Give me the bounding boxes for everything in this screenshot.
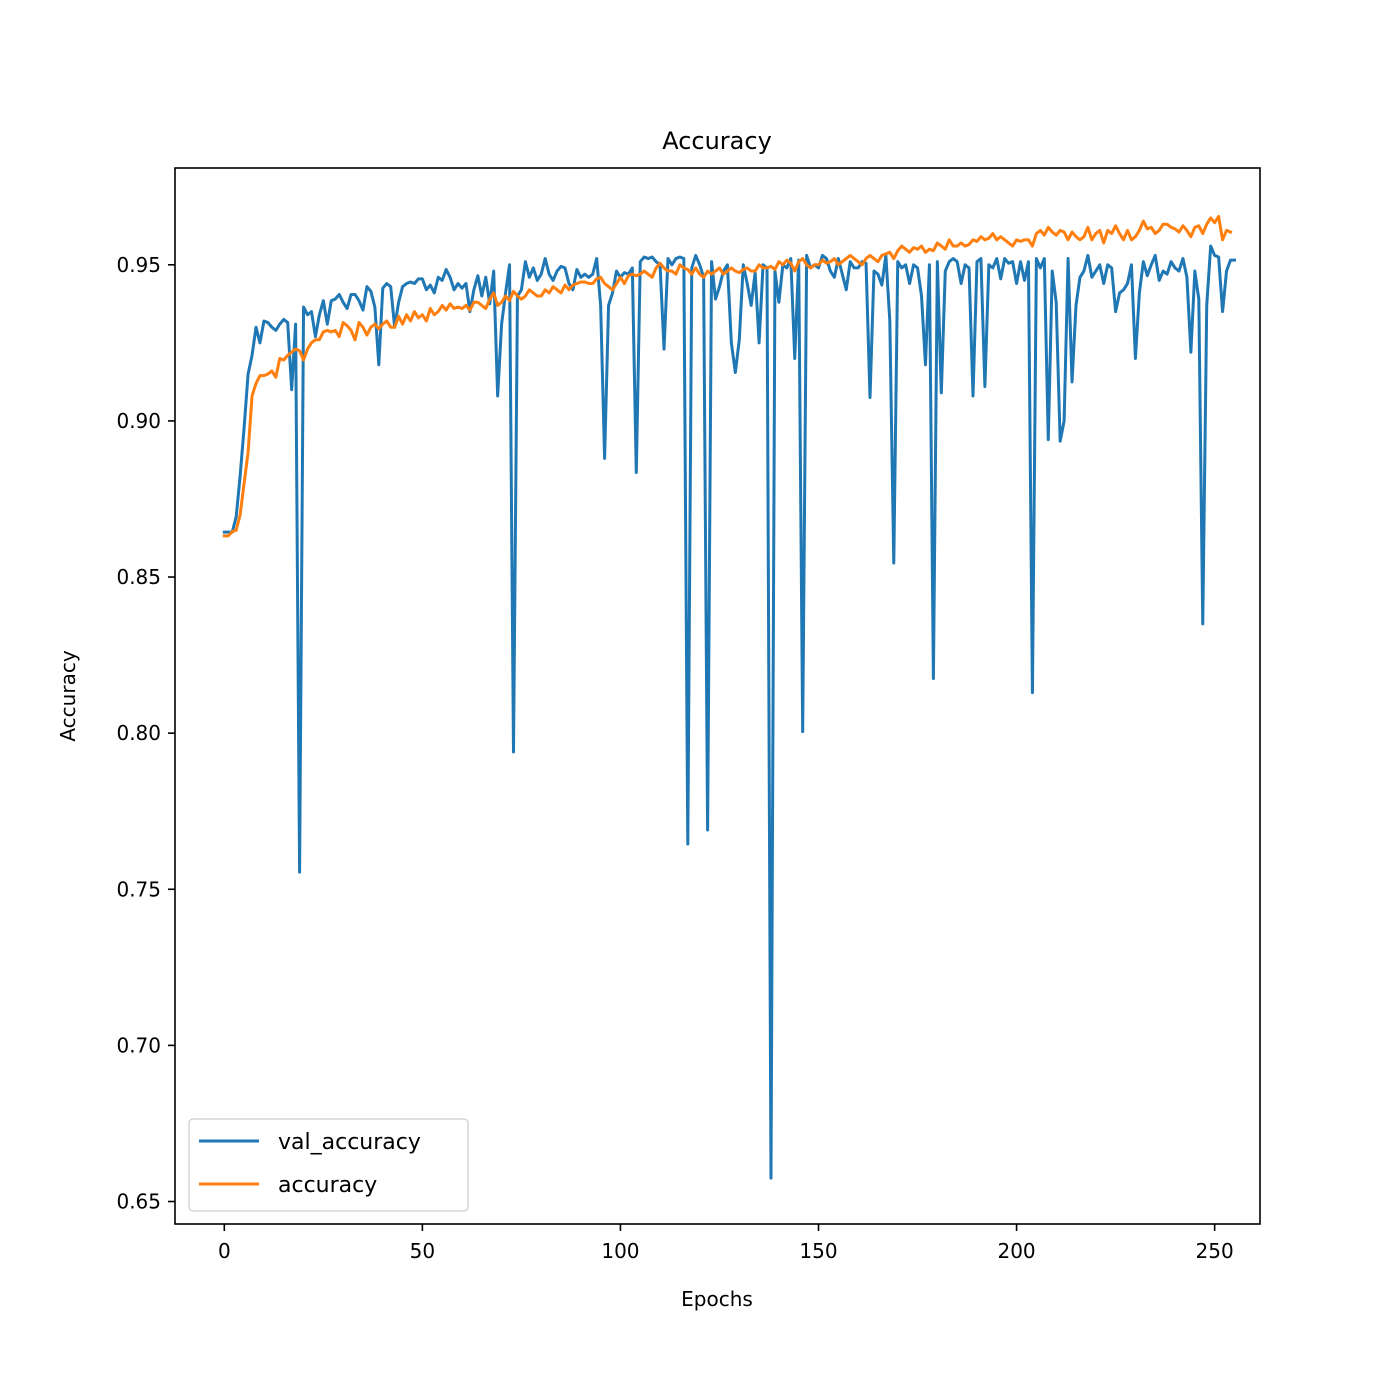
x-axis-ticks: 0 50 100 150 200 250 xyxy=(218,1224,1234,1263)
y-tick-label: 0.65 xyxy=(116,1190,161,1214)
legend-label-accuracy: accuracy xyxy=(278,1173,377,1198)
y-tick-label: 0.70 xyxy=(116,1033,161,1057)
x-tick-label: 50 xyxy=(410,1239,435,1263)
legend-label-val-accuracy: val_accuracy xyxy=(278,1130,421,1155)
x-tick-label: 250 xyxy=(1196,1239,1234,1263)
plot-frame xyxy=(174,167,1261,1225)
y-axis-label: Accuracy xyxy=(56,650,80,741)
y-tick-label: 0.85 xyxy=(116,565,161,589)
x-tick-label: 0 xyxy=(218,1239,231,1263)
y-tick-label: 0.75 xyxy=(116,877,161,901)
legend: val_accuracy accuracy xyxy=(188,1118,469,1212)
x-axis-label: Epochs xyxy=(681,1287,753,1311)
series-layer xyxy=(222,214,1236,1180)
y-tick-label: 0.90 xyxy=(116,409,161,433)
x-tick-label: 200 xyxy=(997,1239,1035,1263)
x-tick-label: 150 xyxy=(799,1239,837,1263)
y-tick-label: 0.95 xyxy=(116,253,161,277)
y-axis-ticks: 0.65 0.70 0.75 0.80 0.85 0.90 0.95 xyxy=(116,253,175,1214)
series-line-accuracy xyxy=(222,214,1233,538)
plot-area xyxy=(174,167,1261,1225)
series-line-val-accuracy xyxy=(222,244,1236,1180)
chart-title: Accuracy xyxy=(662,127,772,155)
y-tick-label: 0.80 xyxy=(116,721,161,745)
x-tick-label: 100 xyxy=(601,1239,639,1263)
